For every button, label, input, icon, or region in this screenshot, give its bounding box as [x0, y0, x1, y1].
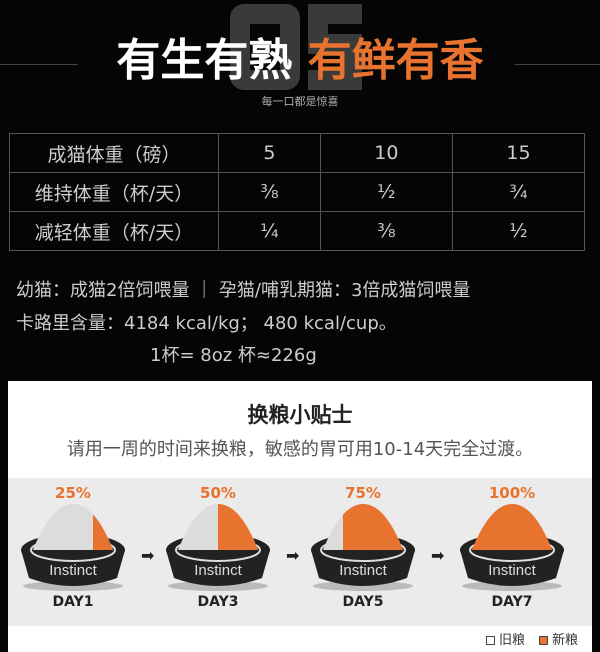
table-cell: 15	[451, 133, 586, 173]
transition-step: 50% Instinct DAY3	[158, 478, 278, 610]
table-row: 减轻体重（杯/天） ¼ ³⁄₈ ½	[9, 211, 586, 251]
new-food-percent: 25%	[55, 484, 91, 502]
brand-label: Instinct	[49, 562, 97, 579]
table-cell: ³⁄₈	[218, 172, 321, 212]
day-label: DAY3	[197, 594, 239, 610]
new-food-percent: 50%	[200, 484, 236, 502]
subtitle: 每一口都是惊喜	[261, 95, 339, 108]
table-cell: 5	[218, 133, 321, 173]
tips-panel: 换粮小贴士 请用一周的时间来换粮，敏感的胃可用10-14天完全过渡。 25% I…	[8, 381, 592, 652]
legend-old: 旧粮	[498, 633, 525, 648]
new-food-percent: 75%	[345, 484, 381, 502]
transition-step: 75% Instinct DAY5	[303, 478, 423, 610]
brand-label: Instinct	[339, 562, 387, 579]
row-label: 成猫体重（磅）	[9, 133, 219, 173]
brand-label: Instinct	[488, 562, 536, 579]
divider	[515, 64, 600, 65]
transition-step: 25% Instinct DAY1	[13, 478, 133, 610]
table-cell: ³⁄₈	[319, 211, 453, 251]
page-title: 有生有熟 有鲜有香	[0, 36, 600, 86]
tips-subtitle: 请用一周的时间来换粮，敏感的胃可用10-14天完全过渡。	[66, 439, 534, 460]
steps-band: 25% Instinct DAY1 ➡ 50% Instinct DAY3 ➡ 75% …	[8, 478, 592, 626]
row-label: 减轻体重（杯/天）	[9, 211, 219, 251]
day-label: DAY7	[491, 594, 533, 610]
table-cell: ½	[319, 172, 453, 212]
arrow-right-icon: ➡	[141, 546, 155, 565]
tips-title: 换粮小贴士	[247, 403, 353, 427]
table-cell: ½	[451, 211, 586, 251]
day-label: DAY1	[52, 594, 94, 610]
food-bowl-icon: Instinct	[311, 504, 415, 591]
arrow-right-icon: ➡	[286, 546, 300, 565]
arrow-right-icon: ➡	[431, 546, 445, 565]
info-line: 幼猫：成猫2倍饲喂量 ｜ 孕猫/哺乳期猫：3倍成猫饲喂量	[16, 280, 471, 301]
info-line: 1杯= 8oz 杯≈226g	[150, 345, 317, 366]
food-bowl-icon: Instinct	[460, 504, 564, 591]
title-orange: 有鲜有香	[307, 35, 484, 86]
divider	[0, 64, 78, 65]
title-white: 有生有熟	[116, 35, 293, 86]
new-food-swatch	[538, 636, 548, 645]
legend: 旧粮 新粮	[478, 629, 578, 648]
transition-step: 100% Instinct DAY7	[452, 478, 572, 610]
table-cell: ¾	[451, 172, 586, 212]
table-cell: 10	[319, 133, 453, 173]
info-line: 卡路里含量：4184 kcal/kg； 480 kcal/cup。	[16, 313, 397, 334]
background-number-watermark	[230, 4, 362, 90]
table-row: 维持体重（杯/天） ³⁄₈ ½ ¾	[9, 172, 586, 212]
food-bowl-icon: Instinct	[166, 504, 270, 591]
old-food-swatch	[485, 636, 495, 645]
legend-new: 新粮	[551, 633, 578, 648]
new-food-percent: 100%	[488, 484, 536, 502]
feeding-table: 成猫体重（磅） 5 10 15 维持体重（杯/天） ³⁄₈ ½ ¾ 减轻体重（杯/天） ¼ ³⁄₈ ½	[9, 133, 586, 251]
day-label: DAY5	[342, 594, 384, 610]
table-cell: ¼	[218, 211, 321, 251]
row-label: 维持体重（杯/天）	[9, 172, 219, 212]
table-row: 成猫体重（磅） 5 10 15	[9, 133, 586, 173]
brand-label: Instinct	[194, 562, 242, 579]
food-bowl-icon: Instinct	[21, 504, 125, 591]
